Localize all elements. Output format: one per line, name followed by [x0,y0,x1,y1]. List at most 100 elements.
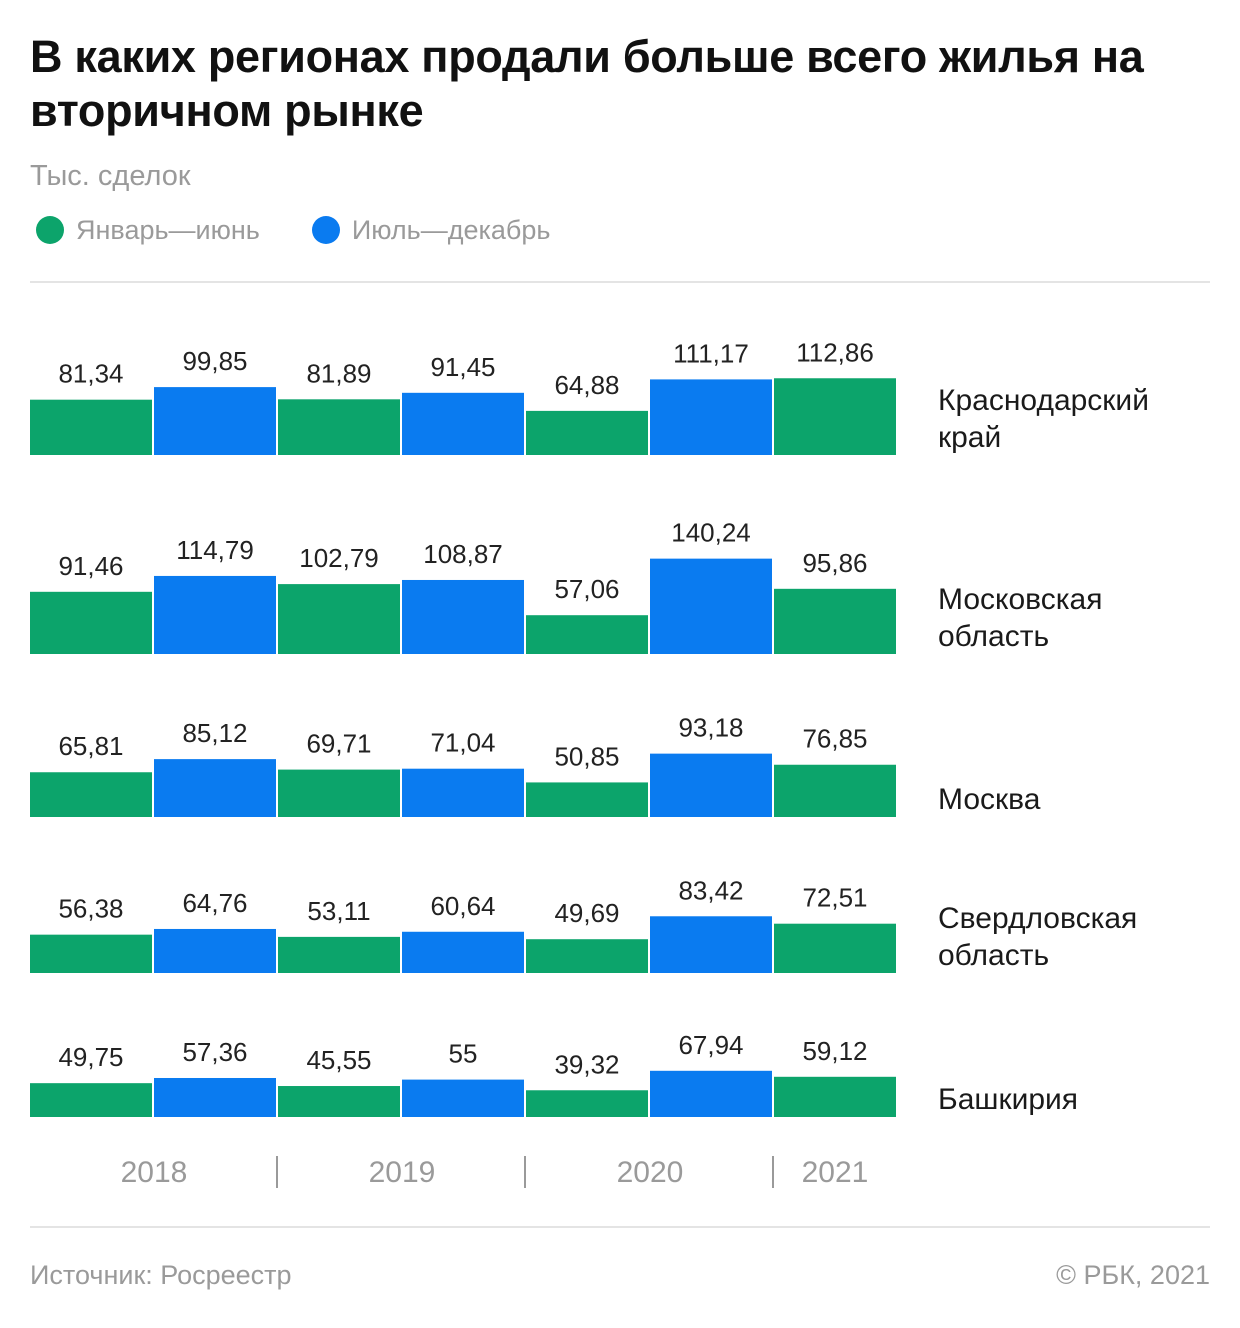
bar [154,759,276,817]
bar [402,392,524,455]
bottom-divider [30,1226,1210,1228]
x-tick-label: 2020 [617,1156,684,1189]
region-name: область [938,620,1049,653]
bar [278,584,400,654]
region-group: 49,75 57,36 45,55 55 39,32 67,94 59,12 Башкирия [30,1030,1078,1117]
bar [650,1070,772,1117]
data-label: 108,87 [423,539,503,569]
x-tick-label: 2018 [121,1156,188,1189]
data-label: 39,32 [554,1049,619,1079]
bar [30,1083,152,1117]
region-name: Краснодарский [938,384,1149,417]
data-label: 56,38 [58,894,123,924]
data-label: 83,42 [678,875,743,905]
bar [30,934,152,973]
legend-item-h1: Январь—июнь [30,215,260,246]
bar [526,939,648,973]
bar [402,768,524,817]
bar [650,558,772,654]
bar [154,387,276,455]
bar [526,1090,648,1117]
data-label: 67,94 [678,1030,743,1060]
data-label: 57,36 [182,1037,247,1067]
region-group: 65,81 85,12 69,71 71,04 50,85 93,18 76,85 Москв… [30,713,1041,817]
bar [774,1076,896,1117]
data-label: 114,79 [176,535,254,565]
bar [774,764,896,817]
bar [278,769,400,817]
x-tick-label: 2021 [802,1156,869,1189]
region-name: Московская [938,583,1102,616]
legend-h2-swatch [311,216,340,244]
bar [154,575,276,654]
region-name: Москва [938,783,1041,816]
data-label: 55 [449,1039,478,1069]
data-label: 50,85 [554,741,619,771]
chart-subtitle: Тыс. сделок [30,160,191,192]
data-label: 49,75 [58,1042,123,1072]
bar [526,782,648,817]
data-label: 69,71 [306,729,371,759]
source-note: Источник: Росреестр [30,1260,292,1290]
region-name: край [938,421,1001,454]
bar [278,936,400,973]
region-name: Свердловская [938,902,1137,935]
legend-h1-swatch [36,216,64,244]
data-label: 81,89 [306,358,371,388]
data-label: 65,81 [58,731,123,761]
data-label: 59,12 [802,1036,867,1066]
data-label: 57,06 [554,574,619,604]
bar [402,931,524,973]
legend: Январь—июнь Июль—декабрь [30,212,596,248]
data-label: 93,18 [678,713,743,743]
top-divider [30,281,1210,283]
data-label: 91,45 [430,352,495,382]
bar [774,588,896,654]
region-group: 56,38 64,76 53,11 60,64 49,69 83,42 72,51 Сверд… [30,875,1137,973]
data-label: 45,55 [306,1045,371,1075]
data-label: 64,88 [554,370,619,400]
region-name: Башкирия [938,1083,1078,1116]
bar [774,378,896,455]
bar [154,928,276,973]
bar [402,579,524,654]
region-group: 81,34 99,85 81,89 91,45 64,88 111,17 112,86 Кра… [30,337,1149,455]
bar [526,615,648,654]
data-label: 53,11 [307,896,370,926]
data-label: 112,86 [796,337,874,367]
copyright: © РБК, 2021 [1056,1260,1210,1290]
data-label: 60,64 [430,891,495,921]
data-label: 99,85 [182,346,247,376]
data-label: 71,04 [430,728,495,758]
bar [278,399,400,455]
data-label: 95,86 [802,548,867,578]
region-name: область [938,939,1049,972]
chart-title: В каких регионах продали больше всего жи… [30,31,1144,136]
data-label: 111,17 [673,338,749,368]
bar [278,1086,400,1117]
data-label: 81,34 [58,359,123,389]
legend-h1-label: Январь—июнь [76,214,260,245]
bar [650,916,772,973]
x-tick-label: 2019 [369,1156,436,1189]
bar [774,923,896,973]
data-label: 49,69 [554,898,619,928]
bar [402,1079,524,1117]
region-group: 91,46 114,79 102,79 108,87 57,06 140,24 95,86 М… [30,518,1102,654]
bar [650,379,772,455]
data-label: 72,51 [802,883,867,913]
bar [30,772,152,817]
bar [154,1077,276,1117]
legend-item-h2: Июль—декабрь [306,214,551,246]
data-label: 64,76 [182,888,247,918]
data-label: 91,46 [58,551,123,581]
data-label: 76,85 [802,724,867,754]
legend-h2-label: Июль—декабрь [351,214,551,245]
bar [650,753,772,817]
data-label: 85,12 [182,718,247,748]
bar [30,591,152,654]
bar [30,399,152,455]
data-label: 102,79 [299,543,379,573]
data-label: 140,24 [671,518,751,548]
